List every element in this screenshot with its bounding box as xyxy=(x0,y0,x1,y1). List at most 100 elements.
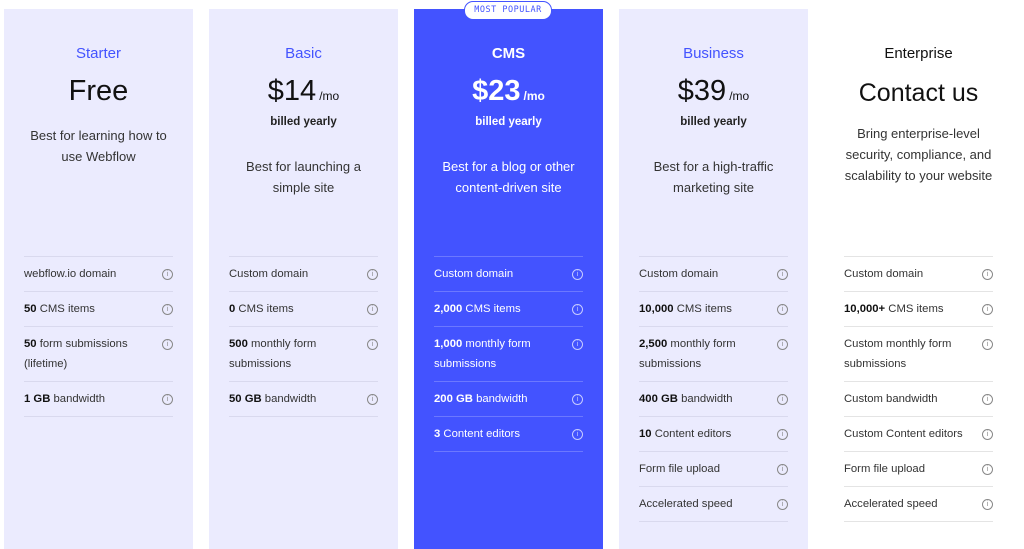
feature-row: 3 Content editors i xyxy=(434,417,583,452)
feature-text: Custom Content editors xyxy=(844,424,969,444)
info-icon[interactable]: i xyxy=(367,339,378,350)
info-icon[interactable]: i xyxy=(982,499,993,510)
feature-text: 0 CMS items xyxy=(229,299,354,319)
feature-label: Custom bandwidth xyxy=(844,393,938,405)
price-amount: $23 xyxy=(472,75,521,107)
plan-card-business: Business $39/mo billed yearly Best for a hi… xyxy=(619,9,808,549)
info-icon[interactable]: i xyxy=(572,339,583,350)
feature-value: 0 xyxy=(229,303,236,315)
feature-label: Form file upload xyxy=(639,463,720,475)
feature-row: 200 GB bandwidth i xyxy=(434,382,583,417)
plan-name: Basic xyxy=(285,45,322,62)
info-icon[interactable]: i xyxy=(162,339,173,350)
feature-text: 1 GB bandwidth xyxy=(24,389,149,409)
feature-list: Custom domain i 2,000 CMS items i 1,000 mont… xyxy=(434,256,583,452)
billing-note: billed yearly xyxy=(475,116,542,128)
plan-name: Enterprise xyxy=(884,45,953,62)
feature-label: Content editors xyxy=(440,428,521,440)
plan-description: Best for a blog or other content-driven … xyxy=(442,159,575,195)
plan-price: $39/mo xyxy=(619,75,808,108)
plan-price: $23/mo xyxy=(414,75,603,108)
info-icon[interactable]: i xyxy=(982,429,993,440)
feature-label: Form file upload xyxy=(844,463,925,475)
info-icon[interactable]: i xyxy=(367,304,378,315)
feature-text: 1,000 monthly form submissions xyxy=(434,334,559,374)
info-icon[interactable]: i xyxy=(572,429,583,440)
billing-note: billed yearly xyxy=(270,116,337,128)
feature-row: 10,000+ CMS items i xyxy=(844,292,993,327)
feature-row: Form file upload i xyxy=(639,452,788,487)
info-icon[interactable]: i xyxy=(367,394,378,405)
feature-text: Custom bandwidth xyxy=(844,389,969,409)
feature-text: 2,500 monthly form submissions xyxy=(639,334,764,374)
feature-value: 3 xyxy=(434,428,441,440)
most-popular-badge: MOST POPULAR xyxy=(464,1,552,20)
feature-row: 500 monthly form submissions i xyxy=(229,327,378,382)
info-icon[interactable]: i xyxy=(162,304,173,315)
feature-label: bandwidth xyxy=(677,393,733,405)
feature-row: Custom monthly form submissions i xyxy=(844,327,993,382)
feature-label: CMS items xyxy=(673,303,732,315)
feature-row: Custom domain i xyxy=(844,257,993,292)
feature-label: Custom domain xyxy=(229,268,309,280)
info-icon[interactable]: i xyxy=(777,429,788,440)
feature-row: 50 GB bandwidth i xyxy=(229,382,378,417)
feature-row: Custom domain i xyxy=(434,257,583,292)
feature-value: 50 xyxy=(24,338,37,350)
feature-text: Accelerated speed xyxy=(844,494,969,514)
feature-row: 1 GB bandwidth i xyxy=(24,382,173,417)
info-icon[interactable]: i xyxy=(777,304,788,315)
info-icon[interactable]: i xyxy=(777,499,788,510)
info-icon[interactable]: i xyxy=(367,269,378,280)
feature-label: Custom Content editors xyxy=(844,428,963,440)
info-icon[interactable]: i xyxy=(777,269,788,280)
feature-list: Custom domain i 0 CMS items i 500 monthly fo… xyxy=(229,256,378,417)
price-period: /mo xyxy=(523,89,545,103)
feature-list: Custom domain i 10,000 CMS items i 2,500 mon… xyxy=(639,256,788,522)
feature-text: 10,000 CMS items xyxy=(639,299,764,319)
info-icon[interactable]: i xyxy=(777,339,788,350)
info-icon[interactable]: i xyxy=(982,464,993,475)
info-icon[interactable]: i xyxy=(982,394,993,405)
feature-value: 1 GB xyxy=(24,393,51,405)
info-icon[interactable]: i xyxy=(572,394,583,405)
feature-value: 10,000+ xyxy=(844,303,886,315)
billing-note: billed yearly xyxy=(680,116,747,128)
info-icon[interactable]: i xyxy=(982,304,993,315)
feature-row: 10,000 CMS items i xyxy=(639,292,788,327)
feature-row: Custom bandwidth i xyxy=(844,382,993,417)
info-icon[interactable]: i xyxy=(162,269,173,280)
plan-name: Starter xyxy=(75,45,121,62)
price-amount: Contact us xyxy=(858,79,979,107)
feature-text: 2,000 CMS items xyxy=(434,299,559,319)
info-icon[interactable]: i xyxy=(162,394,173,405)
feature-label: Custom monthly form submissions xyxy=(844,338,952,370)
feature-text: 3 Content editors xyxy=(434,424,559,444)
feature-label: monthly form submissions xyxy=(639,338,736,370)
feature-text: 10,000+ CMS items xyxy=(844,299,969,319)
info-icon[interactable]: i xyxy=(572,269,583,280)
feature-value: 50 GB xyxy=(229,393,262,405)
feature-value: 500 xyxy=(229,338,248,350)
feature-text: webflow.io domain xyxy=(24,264,149,284)
plan-price: $14/mo xyxy=(209,75,398,108)
plan-description: Bring enterprise-level security, complia… xyxy=(844,126,993,183)
feature-row: 0 CMS items i xyxy=(229,292,378,327)
feature-label: Accelerated speed xyxy=(844,498,938,510)
feature-list: webflow.io domain i 50 CMS items i 50 form s… xyxy=(24,256,173,417)
feature-row: 2,000 CMS items i xyxy=(434,292,583,327)
plan-card-starter: Starter Free Best for learning how to use … xyxy=(4,9,193,549)
info-icon[interactable]: i xyxy=(777,464,788,475)
feature-text: Custom monthly form submissions xyxy=(844,334,969,374)
feature-label: Content editors xyxy=(651,428,732,440)
feature-label: monthly form submissions xyxy=(434,338,531,370)
info-icon[interactable]: i xyxy=(777,394,788,405)
feature-row: Custom domain i xyxy=(639,257,788,292)
feature-label: webflow.io domain xyxy=(24,268,117,280)
info-icon[interactable]: i xyxy=(982,339,993,350)
price-period: /mo xyxy=(319,89,340,103)
info-icon[interactable]: i xyxy=(572,304,583,315)
feature-value: 1,000 xyxy=(434,338,463,350)
feature-label: Custom domain xyxy=(639,268,719,280)
info-icon[interactable]: i xyxy=(982,269,993,280)
